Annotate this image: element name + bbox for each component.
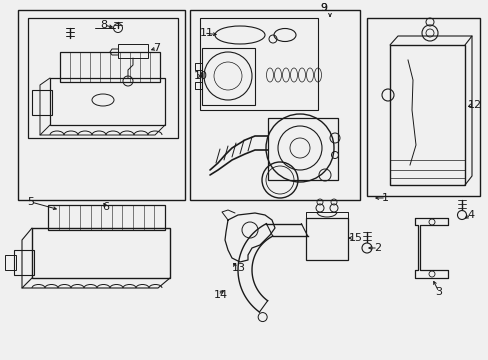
Bar xyxy=(190,10,359,200)
Text: 6: 6 xyxy=(102,202,109,212)
Text: 14: 14 xyxy=(214,290,228,300)
Text: 7: 7 xyxy=(153,43,160,53)
Bar xyxy=(50,78,164,125)
Text: 12: 12 xyxy=(467,100,481,110)
Text: 10: 10 xyxy=(194,71,207,81)
Text: 8: 8 xyxy=(100,20,107,30)
Bar xyxy=(118,44,148,58)
Text: 11: 11 xyxy=(200,28,214,38)
Text: 13: 13 xyxy=(231,263,245,273)
Bar xyxy=(5,255,16,270)
Text: 9: 9 xyxy=(319,3,326,13)
Bar xyxy=(32,90,52,115)
Text: 2: 2 xyxy=(373,243,380,253)
Text: 3: 3 xyxy=(434,287,441,297)
Text: 5: 5 xyxy=(27,197,34,207)
Text: 15: 15 xyxy=(348,233,362,243)
Bar xyxy=(366,18,479,196)
Bar xyxy=(60,52,160,82)
Bar xyxy=(32,228,170,278)
Bar xyxy=(305,218,347,260)
Bar xyxy=(389,45,464,185)
Text: 9: 9 xyxy=(319,3,326,13)
Bar xyxy=(14,250,34,275)
Bar xyxy=(18,10,184,200)
Text: 1: 1 xyxy=(381,193,388,203)
Bar xyxy=(202,48,254,105)
Bar xyxy=(267,118,337,180)
Bar xyxy=(200,18,317,110)
Bar xyxy=(48,205,164,230)
Bar xyxy=(28,18,178,138)
Text: 4: 4 xyxy=(466,210,473,220)
